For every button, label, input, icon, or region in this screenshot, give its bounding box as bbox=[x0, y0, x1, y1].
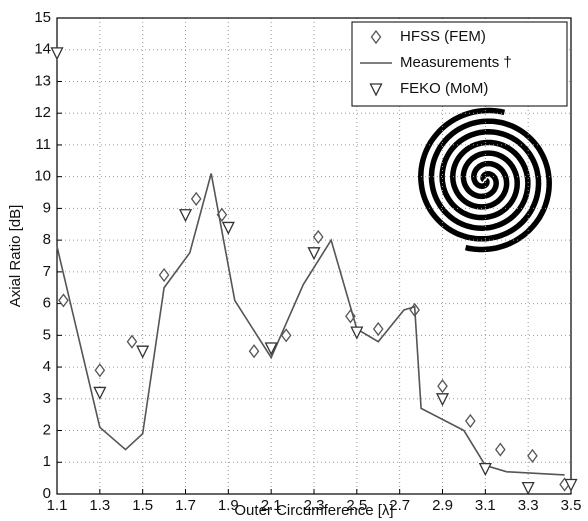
x-tick-label: 1.1 bbox=[47, 497, 68, 514]
y-tick-label: 5 bbox=[43, 326, 51, 343]
y-tick-label: 8 bbox=[43, 231, 51, 248]
y-tick-label: 7 bbox=[43, 263, 51, 280]
y-axis-label: Axial Ratio [dB] bbox=[7, 205, 24, 308]
triangle-marker bbox=[521, 482, 535, 496]
y-tick-label: 3 bbox=[43, 390, 51, 407]
y-tick-label: 2 bbox=[43, 422, 51, 439]
x-tick-label: 1.5 bbox=[132, 497, 153, 514]
y-tick-label: 12 bbox=[34, 104, 51, 121]
diamond-marker bbox=[126, 334, 138, 349]
diamond-marker bbox=[58, 293, 69, 308]
legend-label: FEKO (MoM) bbox=[400, 80, 488, 97]
x-tick-label: 2.3 bbox=[304, 497, 325, 514]
x-axis-label: Outer Circumference [λ] bbox=[234, 502, 393, 519]
triangle-marker bbox=[435, 393, 450, 407]
triangle-marker bbox=[350, 326, 364, 340]
diamond-marker bbox=[437, 379, 448, 394]
triangle-marker bbox=[178, 209, 193, 223]
legend-marker bbox=[370, 29, 382, 45]
triangle-marker bbox=[136, 345, 150, 359]
diamond-marker bbox=[465, 413, 476, 429]
measurement-line bbox=[56, 173, 565, 476]
diamond-marker bbox=[312, 229, 324, 245]
y-tick-label: 10 bbox=[34, 168, 51, 185]
diamond-marker bbox=[527, 448, 538, 464]
spiral-arm bbox=[428, 118, 552, 253]
spiral-arm bbox=[418, 107, 542, 242]
x-tick-label: 1.9 bbox=[218, 497, 239, 514]
y-tick-label: 11 bbox=[35, 136, 51, 153]
legend-box bbox=[351, 21, 568, 107]
triangle-marker bbox=[221, 221, 235, 235]
diamond-marker bbox=[372, 321, 384, 337]
y-tick-label: 9 bbox=[43, 199, 51, 216]
legend-label: HFSS (FEM) bbox=[400, 28, 486, 45]
diamond-marker bbox=[495, 442, 506, 457]
y-tick-label: 0 bbox=[43, 485, 51, 502]
y-tick-label: 13 bbox=[34, 72, 51, 89]
x-tick-label: 2.1 bbox=[261, 497, 282, 514]
triangle-marker bbox=[93, 386, 107, 400]
diamond-marker bbox=[94, 363, 106, 378]
triangle-marker bbox=[564, 478, 578, 492]
y-tick-label: 1 bbox=[43, 453, 51, 470]
x-tick-label: 3.3 bbox=[518, 497, 539, 514]
y-tick-label: 15 bbox=[34, 9, 51, 26]
legend-marker bbox=[369, 83, 383, 97]
y-tick-label: 4 bbox=[43, 358, 51, 375]
diamond-marker bbox=[280, 328, 292, 343]
spiral-antenna-image bbox=[418, 107, 552, 253]
legend-label: Measurements † bbox=[400, 54, 512, 71]
x-tick-label: 3.1 bbox=[475, 497, 496, 514]
diamond-marker bbox=[158, 267, 170, 283]
x-tick-label: 1.3 bbox=[89, 497, 110, 514]
x-tick-label: 2.5 bbox=[346, 497, 367, 514]
triangle-marker bbox=[478, 462, 492, 477]
y-tick-label: 6 bbox=[43, 295, 51, 312]
diamond-marker bbox=[248, 344, 260, 359]
x-tick-label: 1.7 bbox=[175, 497, 196, 514]
y-tick-label: 14 bbox=[34, 41, 51, 58]
triangle-marker bbox=[50, 47, 64, 61]
x-tick-label: 3.5 bbox=[561, 497, 582, 514]
x-tick-label: 2.9 bbox=[432, 497, 453, 514]
diamond-marker bbox=[190, 191, 202, 206]
plot-frame bbox=[56, 17, 572, 495]
x-tick-label: 2.7 bbox=[389, 497, 410, 514]
triangle-marker bbox=[264, 342, 278, 356]
triangle-marker bbox=[307, 247, 321, 261]
